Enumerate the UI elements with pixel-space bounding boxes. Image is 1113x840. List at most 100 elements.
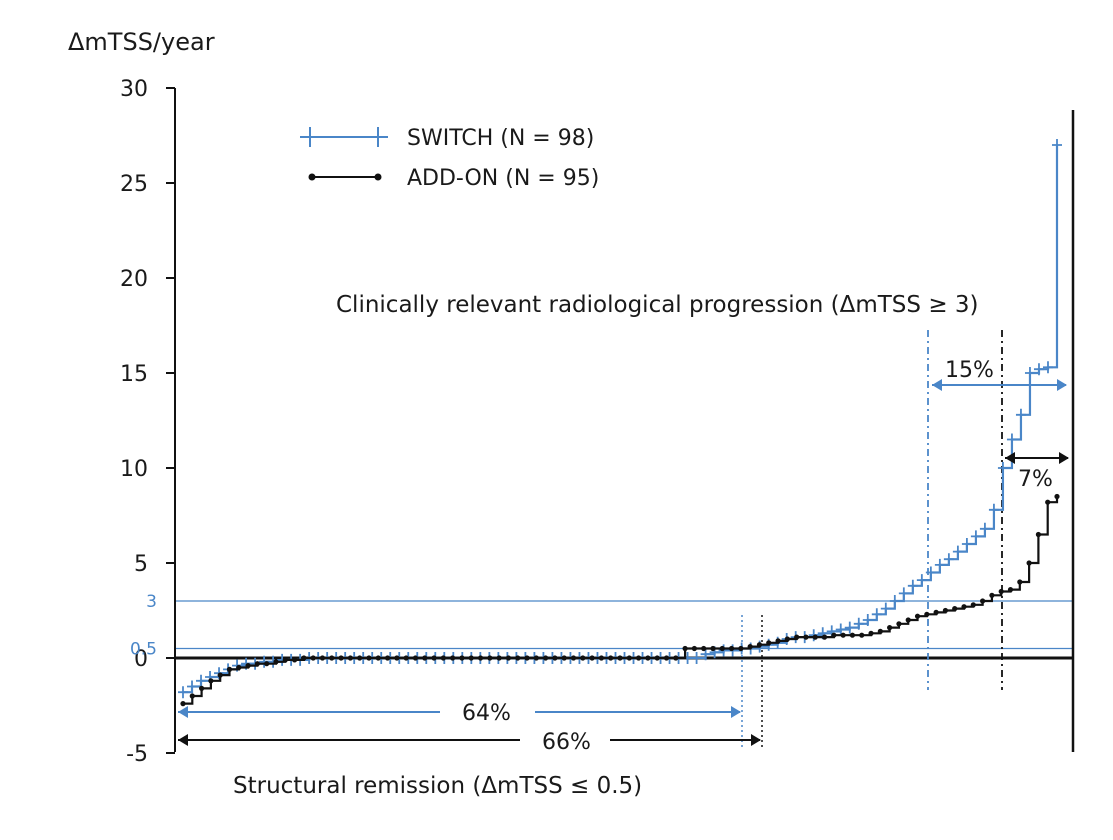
data-point: [440, 655, 446, 661]
data-point: [524, 655, 530, 661]
data-point: [840, 632, 846, 638]
data-point: [844, 621, 855, 634]
data-point: [925, 566, 936, 579]
data-point: [254, 661, 260, 667]
data-point: [282, 657, 288, 663]
data-point: [961, 538, 972, 550]
data-point: [952, 545, 963, 558]
legend-label-addon: ADD-ON (N = 95): [407, 166, 599, 191]
data-point: [617, 655, 623, 661]
data-point: [794, 634, 800, 640]
data-point: [208, 678, 214, 684]
data-point: [775, 638, 781, 644]
data-point: [1006, 433, 1017, 446]
data-point: [849, 632, 856, 638]
data-point: [1045, 499, 1051, 505]
data-point: [1033, 363, 1044, 376]
data-point: [1017, 579, 1023, 585]
data-point: [505, 655, 512, 661]
data-point: [375, 655, 381, 661]
y-tick-labels: -5 0 5 10 15 20 25 30: [120, 77, 148, 767]
data-point: [1054, 493, 1060, 500]
data-point: [934, 558, 945, 571]
data-point: [384, 655, 391, 661]
data-point: [905, 617, 911, 623]
data-point: [961, 604, 967, 610]
data-point: [589, 655, 595, 661]
data-point: [403, 655, 409, 661]
addon-progression-arrow: [1005, 452, 1069, 464]
data-point: [198, 685, 205, 692]
data-point: [942, 607, 949, 614]
data-point: [468, 655, 474, 661]
data-point: [673, 655, 679, 661]
data-point: [301, 655, 307, 661]
data-point: [1035, 531, 1042, 538]
data-point: [784, 636, 790, 642]
data-point: [236, 664, 242, 671]
data-point: [187, 680, 198, 693]
data-point: [663, 655, 670, 661]
data-point: [914, 613, 921, 619]
data-point: [226, 666, 233, 673]
switch-remission-pct: 64%: [462, 701, 511, 726]
data-point: [580, 655, 586, 661]
data-point: [728, 645, 735, 652]
data-point: [898, 587, 909, 600]
data-point: [868, 630, 874, 636]
data-point: [979, 522, 990, 535]
data-point: [561, 655, 567, 661]
data-point: [907, 579, 918, 592]
data-point: [515, 655, 521, 661]
data-point: [310, 655, 316, 661]
data-point: [329, 655, 335, 661]
data-point: [431, 655, 437, 661]
data-point: [533, 655, 539, 661]
data-point: [880, 602, 891, 615]
data-point: [552, 655, 558, 661]
data-point: [887, 625, 893, 631]
data-point: [543, 655, 549, 661]
data-point: [1042, 361, 1053, 374]
data-point: [835, 623, 846, 636]
y-tick-label: -5: [126, 742, 148, 767]
data-point: [394, 655, 400, 661]
remission-annotation: Structural remission (ΔmTSS ≤ 0.5): [233, 773, 642, 799]
y-tick-label: 0: [134, 647, 148, 672]
data-point: [1052, 139, 1062, 151]
data-point: [970, 602, 976, 608]
legend: SWITCH (N = 98) ADD-ON (N = 95): [300, 126, 599, 191]
y-tick-label: 15: [120, 362, 148, 387]
series-line: [183, 145, 1059, 694]
data-point: [459, 655, 465, 661]
data-point: [988, 503, 999, 516]
data-point: [916, 574, 927, 587]
data-point: [862, 614, 873, 626]
data-point: [608, 655, 614, 661]
data-point: [871, 608, 882, 621]
y-tick-label: 20: [120, 267, 148, 292]
data-point: [319, 655, 326, 661]
data-point: [821, 634, 828, 640]
reference-lines: 30.5: [130, 592, 1073, 660]
data-point: [347, 655, 353, 661]
data-point: [1007, 587, 1014, 593]
legend-swatch-switch: [300, 127, 388, 147]
data-point: [1015, 408, 1026, 421]
data-point: [645, 655, 651, 661]
data-point: [701, 645, 707, 652]
data-point: [859, 632, 865, 638]
data-point: [691, 652, 702, 664]
data-point: [766, 640, 772, 646]
data-point: [412, 655, 419, 661]
data-point: [487, 655, 493, 661]
switch-progression-pct: 15%: [945, 358, 994, 383]
y-tick-label: 10: [120, 457, 148, 482]
data-point: [1026, 560, 1032, 566]
data-point: [980, 598, 986, 604]
data-point: [924, 611, 930, 617]
data-point: [691, 645, 697, 652]
data-point: [217, 672, 223, 678]
data-point: [264, 661, 270, 667]
